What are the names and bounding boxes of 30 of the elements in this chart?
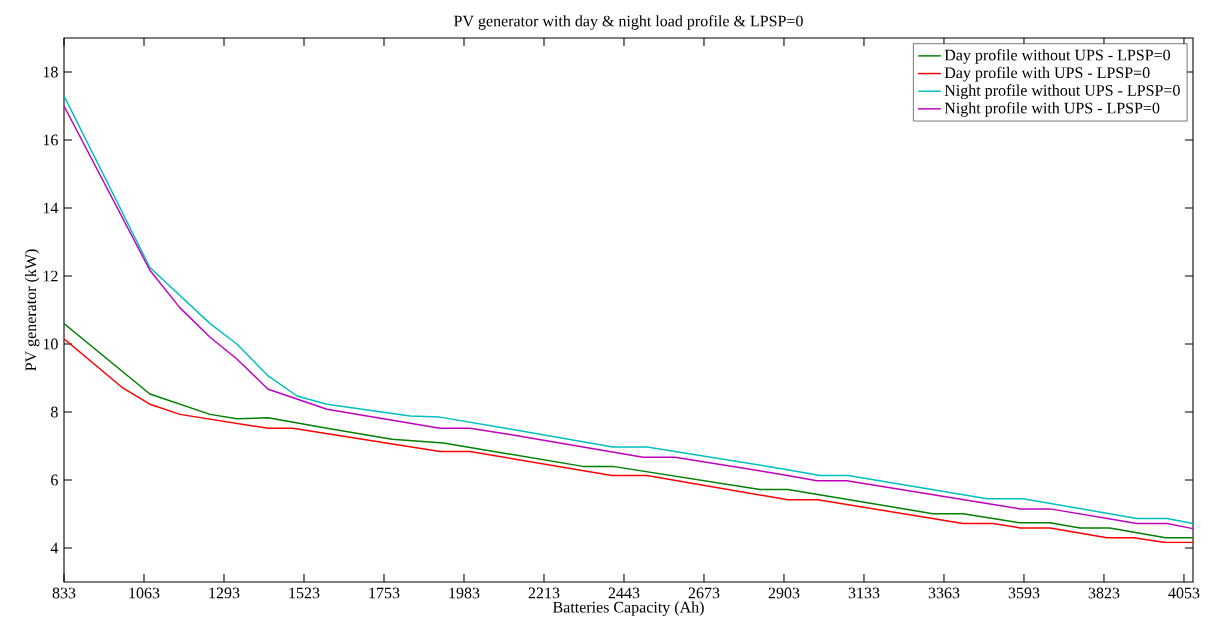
x-tick-label: 1063: [129, 587, 160, 599]
x-tick-label: 1983: [449, 587, 480, 599]
legend-label: Day profile without UPS - LPSP=0: [944, 49, 1171, 64]
x-tick-label: 3363: [928, 587, 960, 599]
legend-label: Night profile with UPS - LPSP=0: [944, 102, 1160, 117]
y-tick-label: 6: [51, 474, 58, 486]
legend-label: Day profile with UPS - LPSP=0: [944, 66, 1150, 82]
x-tick-label: 2673: [688, 587, 720, 599]
x-tick-label: 1523: [289, 587, 320, 599]
x-tick-label: 1753: [369, 587, 400, 599]
x-tick-label: 2903: [768, 587, 800, 599]
x-tick-label: 2443: [608, 587, 640, 599]
x-tick-label: 1293: [209, 587, 240, 599]
y-tick-label: 16: [43, 134, 58, 146]
x-tick-label: 3593: [1008, 587, 1040, 599]
y-tick-label: 14: [43, 202, 59, 214]
x-tick-label: 833: [52, 587, 76, 599]
y-axis-title: PV generator (kW): [24, 249, 40, 371]
legend-label: Night profile without UPS - LPSP=0: [944, 84, 1180, 100]
y-tick-label: 12: [43, 270, 58, 282]
y-tick-label: 18: [43, 66, 58, 78]
chart-title: PV generator with day & night load profile & LPSP=0: [454, 15, 803, 30]
y-tick-label: 8: [51, 406, 58, 418]
x-tick-label: 3133: [848, 587, 880, 599]
x-tick-label: 3823: [1088, 587, 1120, 599]
x-axis-title: Batteries Capacity (Ah): [552, 601, 704, 616]
x-tick-label: 4053: [1168, 587, 1200, 599]
y-tick-label: 4: [50, 542, 59, 554]
y-tick-label: 10: [43, 338, 58, 350]
x-tick-label: 2213: [528, 587, 560, 599]
